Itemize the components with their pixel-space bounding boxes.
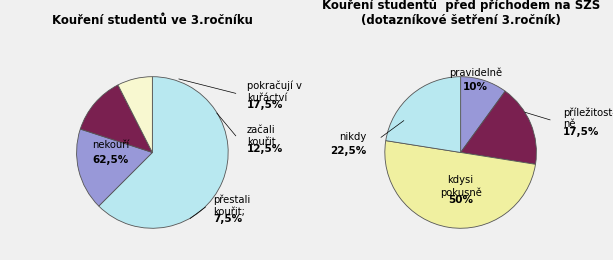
Wedge shape: [386, 77, 460, 152]
Text: 7,5%: 7,5%: [213, 214, 242, 224]
Text: 62,5%: 62,5%: [93, 155, 129, 165]
Text: 22,5%: 22,5%: [330, 146, 366, 156]
Text: 17,5%: 17,5%: [563, 127, 600, 137]
Title: Kouření studentů  před příchodem na SZŠ
(dotazníkové šetření 3.ročník): Kouření studentů před příchodem na SZŠ (…: [321, 0, 600, 27]
Text: nekouří: nekouří: [92, 140, 129, 150]
Text: začali
kouřit: začali kouřit: [247, 125, 276, 147]
Text: 50%: 50%: [448, 195, 473, 205]
Text: příležitost-
ně: příležitost- ně: [563, 107, 613, 129]
Wedge shape: [99, 77, 228, 228]
Wedge shape: [118, 77, 153, 152]
Text: nikdy: nikdy: [338, 132, 366, 142]
Text: pokračují v
kuřáctví: pokračují v kuřáctví: [247, 81, 302, 103]
Wedge shape: [460, 77, 505, 152]
Text: pravidelně: pravidelně: [449, 68, 502, 78]
Text: přestali
kouřit;: přestali kouřit;: [213, 194, 250, 217]
Text: 17,5%: 17,5%: [247, 100, 283, 110]
Text: 12,5%: 12,5%: [247, 145, 283, 154]
Wedge shape: [77, 129, 153, 206]
Text: 10%: 10%: [463, 82, 489, 92]
Text: kdysi
pokusně: kdysi pokusně: [440, 176, 482, 198]
Title: Kouření studentů ve 3.ročníku: Kouření studentů ve 3.ročníku: [52, 14, 253, 27]
Wedge shape: [460, 91, 536, 164]
Wedge shape: [385, 141, 536, 228]
Wedge shape: [80, 85, 153, 152]
